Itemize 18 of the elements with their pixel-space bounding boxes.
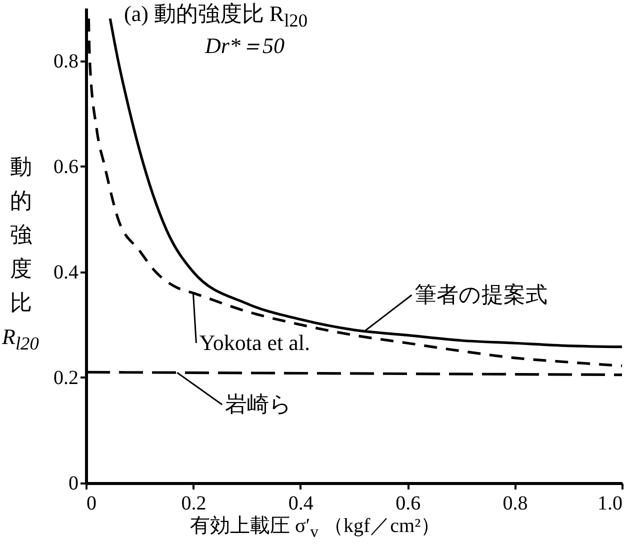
- x-tick-label: 1.0: [598, 492, 622, 514]
- y-axis-title: 動的強度比 R$_{l20}$: [2, 153, 39, 356]
- y-tick-label: 0.6: [54, 156, 78, 178]
- y-tick-label: 0.8: [54, 50, 78, 72]
- chart-title: (a) 動的強度比 R$_{l20}$: [124, 1, 308, 31]
- x-tick-label: 0.8: [502, 492, 528, 514]
- y-tick-label: 0.2: [54, 366, 78, 389]
- series-label: 岩崎ら: [225, 392, 292, 417]
- x-axis-title: 有効上載圧 σ′$_{v}$ （kgf／cm²）: [190, 515, 441, 542]
- series-label: Yokota et al.: [199, 330, 310, 355]
- series-label: 筆者の提案式: [414, 282, 548, 307]
- x-tick-label: 0.6: [396, 492, 421, 514]
- y-tick-label: 0: [68, 472, 78, 494]
- y-tick-label: 0.4: [54, 261, 78, 284]
- x-tick-label: 0.2: [181, 492, 206, 514]
- x-tick-label: 0: [86, 492, 96, 514]
- text: Dr*＝50: [205, 33, 284, 58]
- x-tick-label: 0.4: [288, 492, 314, 514]
